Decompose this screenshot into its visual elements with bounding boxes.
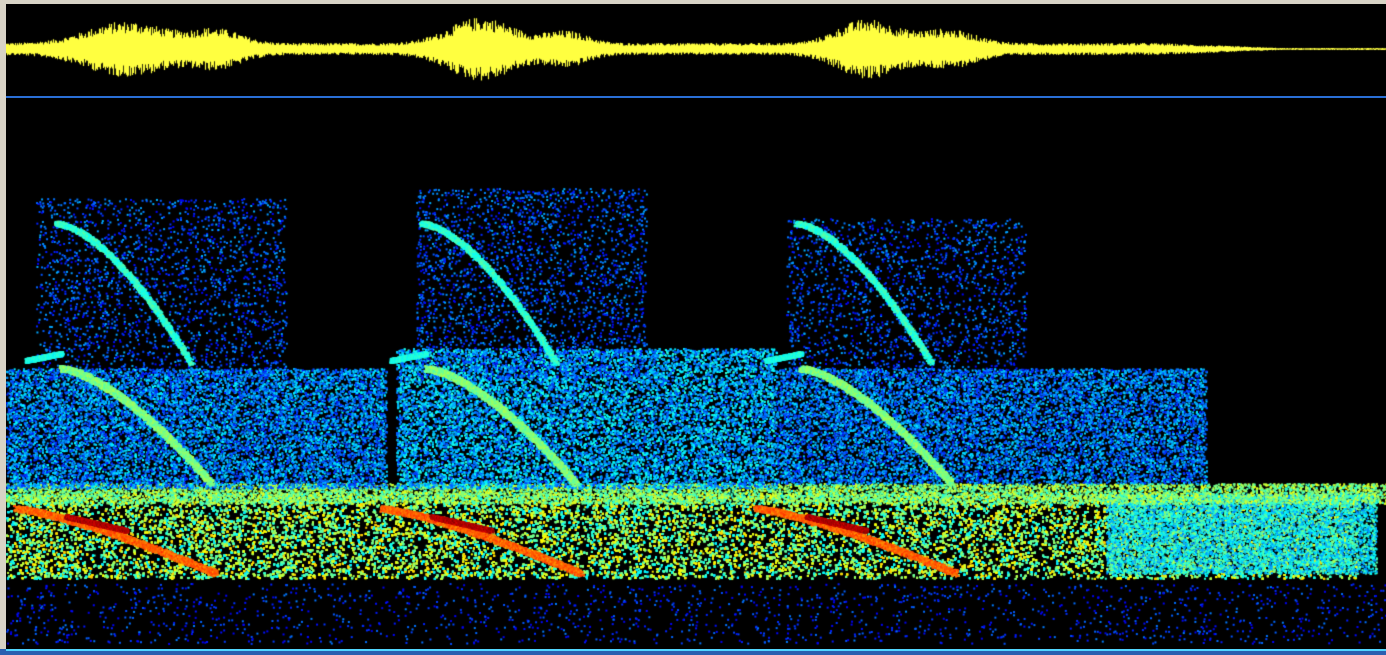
waveform-panel[interactable] [6, 4, 1386, 98]
bottom-edge [0, 649, 1386, 655]
bottom-edge-highlight [6, 649, 1386, 651]
audio-viewer [6, 4, 1386, 649]
spectrogram-panel[interactable] [6, 98, 1386, 649]
panel-divider [6, 96, 1386, 98]
